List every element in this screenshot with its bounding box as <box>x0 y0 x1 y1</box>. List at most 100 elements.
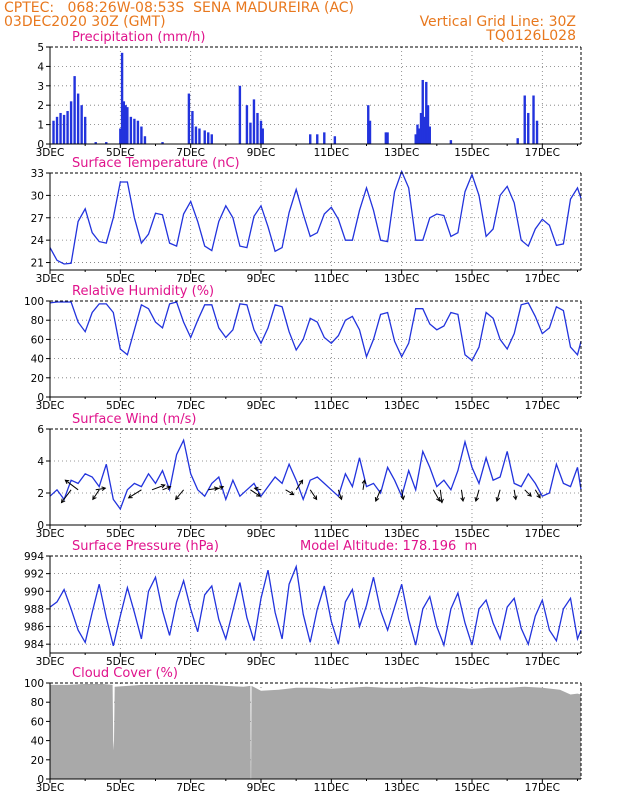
precip-bar <box>66 111 69 144</box>
temperature-title: Surface Temperature (nC) <box>72 156 240 171</box>
precip-ytick-label: 2 <box>37 100 44 112</box>
precip-bar <box>83 116 87 144</box>
precip-xtick-label: 13DEC <box>384 147 419 159</box>
wind-arrow-head <box>474 496 479 503</box>
wind-arrow-head <box>374 496 380 502</box>
precip-bar <box>161 142 164 144</box>
precip-bar <box>187 93 191 144</box>
pres-plot <box>49 555 582 654</box>
temp-xtick-label: 7DEC <box>176 273 205 285</box>
precip-bar <box>367 105 370 144</box>
wind-arrow <box>362 480 366 490</box>
temp-ytick-label: 24 <box>31 235 45 247</box>
temp-xtick-label: 11DEC <box>314 273 349 285</box>
precip-ytick-label: 1 <box>37 120 44 132</box>
precip-bar <box>129 116 133 144</box>
temp-ytick-label: 21 <box>31 258 44 270</box>
precip-xtick-label: 7DEC <box>176 147 205 159</box>
wind-line <box>49 438 582 511</box>
precip-bar <box>449 140 453 144</box>
precip-bar <box>136 120 140 144</box>
wind-arrow <box>375 489 382 502</box>
temp-axes: 21 24 27 30 33 3DEC 5DEC 7DEC 9DEC 11DEC 13DEC 15DE… <box>31 168 581 285</box>
wind-arrow-head <box>338 495 343 501</box>
precip-bar <box>333 136 337 144</box>
pres-ytick-label: 994 <box>24 551 44 563</box>
wind-arrow <box>475 489 480 502</box>
precip-bar <box>94 142 97 144</box>
wind-arrow <box>432 489 441 502</box>
precip-ytick-label: 5 <box>37 42 44 54</box>
wind-arrow <box>337 489 343 500</box>
wind-arrow <box>95 487 106 491</box>
precip-bar <box>245 105 249 144</box>
cloud-xtick-label: 3DEC <box>36 782 65 794</box>
wind-arrow-head <box>298 479 304 485</box>
precip-bar <box>523 95 526 144</box>
wind-arrow-head <box>166 485 172 491</box>
wind-arrow-head <box>439 498 444 504</box>
precip-bar <box>210 134 213 144</box>
temp-line <box>49 169 582 265</box>
wind-arrow-head <box>101 486 107 492</box>
wind-arrow-head <box>219 485 225 491</box>
wind-arrow <box>496 489 501 502</box>
header-station: CPTEC: 068:26W-08:53S SENA MADUREIRA (AC… <box>4 0 354 16</box>
cloud-ytick-label: 100 <box>24 678 44 690</box>
wind-xtick-label: 11DEC <box>314 528 349 540</box>
wind-ytick-label: 2 <box>37 488 44 500</box>
pres-xtick-label: 3DEC <box>36 656 65 668</box>
cloud-ytick-label: 80 <box>31 697 44 709</box>
rh-ytick-label: 100 <box>24 296 44 308</box>
pres-line <box>49 564 582 648</box>
wind-arrow-head <box>127 494 133 499</box>
precip-bar <box>428 126 431 144</box>
precip-bar <box>119 128 122 144</box>
pressure-panel: 984 986 988 990 992 994 3DEC 5DEC 7DEC 9DEC 11DEC 1… <box>24 539 582 668</box>
pres-ytick-label: 990 <box>24 586 44 598</box>
precip-bar <box>527 112 530 144</box>
precipitation-panel: 0 1 2 3 4 5 3DEC 5DEC 7DEC 9DEC 11DEC 13DEC 15DEC 17D… <box>36 30 582 159</box>
wind-xtick-label: 15DEC <box>454 528 489 540</box>
cloud-ytick-label: 20 <box>31 755 44 767</box>
cloud-ytick-label: 60 <box>31 716 44 728</box>
wind-xtick-label: 5DEC <box>106 528 135 540</box>
model-altitude-note: Model Altitude: 178.196 m <box>300 539 477 554</box>
rh-plot <box>49 300 582 398</box>
wind-xtick-label: 9DEC <box>247 528 276 540</box>
wind-arrow <box>65 479 79 491</box>
precip-ytick-label: 3 <box>37 81 44 93</box>
precip-bar <box>532 95 535 144</box>
temp-xtick-label: 9DEC <box>247 273 276 285</box>
precip-bar <box>55 116 59 144</box>
temp-xtick-label: 17DEC <box>525 273 560 285</box>
precip-xtick-label: 17DEC <box>525 147 560 159</box>
precip-bar <box>124 105 127 144</box>
precip-ytick-label: 4 <box>37 61 44 73</box>
precip-bar <box>133 118 136 144</box>
precip-bar <box>203 130 206 144</box>
wind-ytick-label: 6 <box>37 424 44 436</box>
precip-bar <box>418 128 421 144</box>
precip-bar <box>52 120 55 144</box>
precip-bar <box>516 138 519 144</box>
temp-ytick-label: 33 <box>31 168 44 180</box>
precip-bar <box>191 111 194 144</box>
wind-arrow <box>61 489 72 503</box>
pres-ytick-label: 992 <box>24 569 44 581</box>
pres-ytick-label: 984 <box>24 639 44 651</box>
rh-xtick-label: 17DEC <box>525 400 560 412</box>
precipitation-title: Precipitation (mm/h) <box>72 30 205 45</box>
temperature-panel: 21 24 27 30 33 3DEC 5DEC 7DEC 9DEC 11DEC 13DEC 15DE… <box>31 156 582 285</box>
wind-arrow-head <box>253 486 259 492</box>
wind-ytick-label: 0 <box>37 520 44 532</box>
rh-xtick-label: 11DEC <box>314 400 349 412</box>
wind-arrow-head <box>460 497 465 503</box>
humidity-title: Relative Humidity (%) <box>72 284 214 299</box>
wind-arrow <box>439 489 443 503</box>
rh-ytick-label: 80 <box>31 315 44 327</box>
precip-bar <box>259 120 263 144</box>
wind-arrow-head <box>536 493 541 499</box>
precip-bar <box>368 120 372 144</box>
precip-bar <box>425 81 428 144</box>
